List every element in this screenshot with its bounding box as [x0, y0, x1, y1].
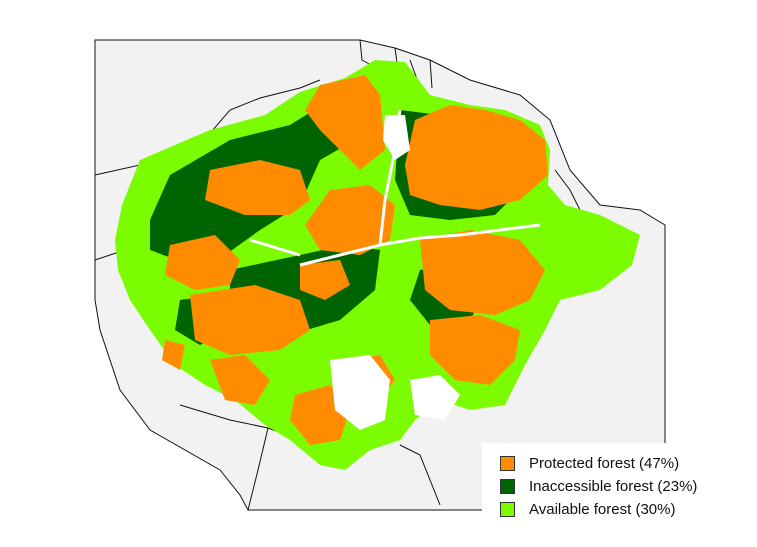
legend-item-protected: Protected forest (47%): [500, 453, 679, 473]
protected-swatch: [500, 455, 515, 471]
deforested-areas: [330, 115, 460, 430]
available-swatch: [500, 501, 515, 517]
inaccessible-swatch: [500, 478, 515, 494]
legend-label-protected: Protected forest (47%): [529, 454, 680, 472]
protected-forest: [162, 75, 548, 445]
legend-label-inaccessible: Inaccessible forest (23%): [529, 477, 698, 495]
map-legend: Protected forest (47%) Inaccessible fore…: [482, 443, 744, 526]
legend-label-available: Available forest (30%): [529, 500, 676, 518]
legend-item-available: Available forest (30%): [500, 499, 675, 519]
legend-item-inaccessible: Inaccessible forest (23%): [500, 476, 697, 496]
